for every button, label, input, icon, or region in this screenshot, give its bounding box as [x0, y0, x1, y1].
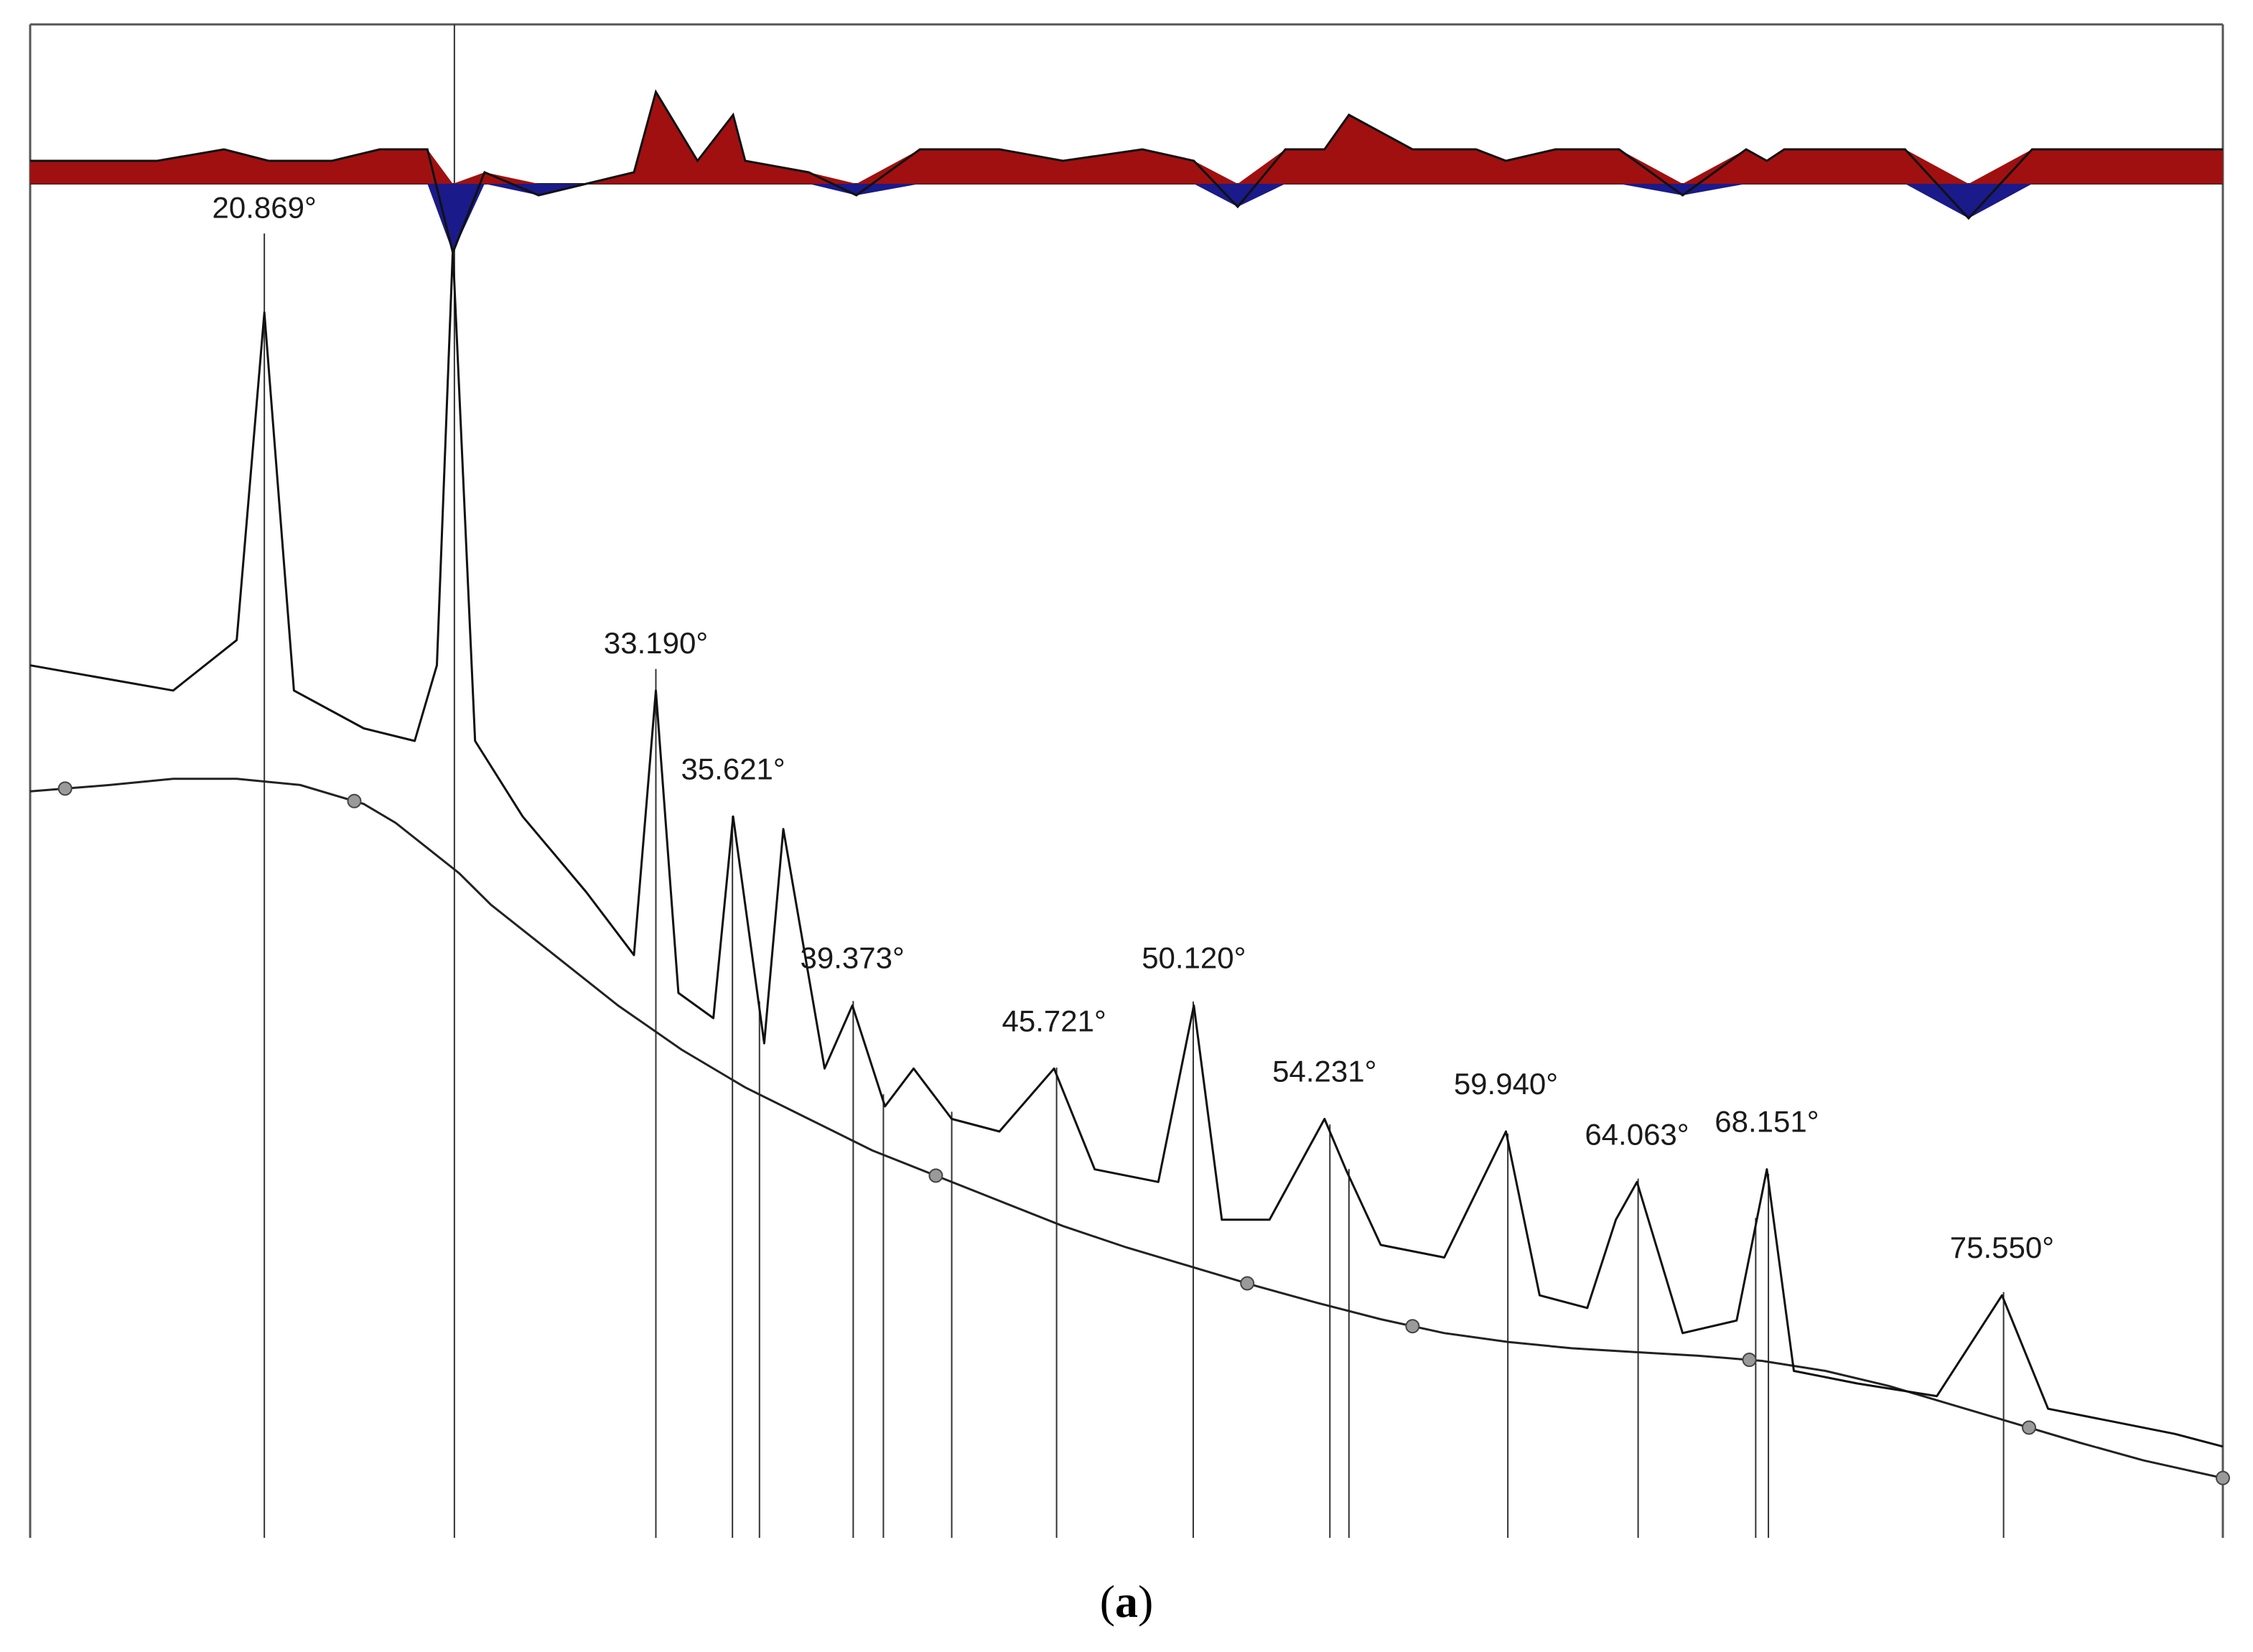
reflection-markers [263, 24, 2005, 1538]
background-curve [29, 778, 2224, 1480]
peak-label: 68.151° [1715, 1105, 1819, 1139]
diffraction-pattern [29, 248, 2230, 1485]
peak-label: 64.063° [1585, 1117, 1689, 1151]
peak-label: 39.373° [801, 941, 905, 975]
plot-frame [29, 23, 2224, 1538]
background-anchor-point [57, 781, 73, 796]
background-anchor-point [928, 1168, 943, 1183]
difference-negative-area [30, 184, 2223, 253]
peak-label: 75.550° [1950, 1231, 2054, 1264]
background-anchor-point [2022, 1420, 2037, 1435]
difference-curve [30, 89, 2223, 256]
background-anchor-point [1240, 1276, 1255, 1291]
peak-labels: 20.869° 33.190° 35.621° 39.373° 45.721° 50.12… [213, 190, 2054, 1264]
background-anchor-point [347, 793, 362, 808]
peak-label: 45.721° [1002, 1004, 1106, 1037]
pattern-line [29, 248, 2224, 1448]
caption-letter: a [1115, 1576, 1138, 1627]
peak-label: 33.190° [604, 626, 708, 660]
peak-label: 35.621° [681, 752, 785, 785]
peak-label: 59.940° [1454, 1067, 1558, 1101]
background-anchor-point [1405, 1319, 1420, 1334]
background-anchor-point [2216, 1470, 2230, 1485]
background-anchor-point [1742, 1353, 1757, 1368]
peak-label: 20.869° [213, 190, 317, 224]
peak-label: 50.120° [1142, 941, 1246, 975]
peak-label: 54.231° [1272, 1055, 1376, 1088]
difference-positive-area [30, 92, 2223, 184]
figure-caption: (a) [1100, 1576, 1154, 1627]
